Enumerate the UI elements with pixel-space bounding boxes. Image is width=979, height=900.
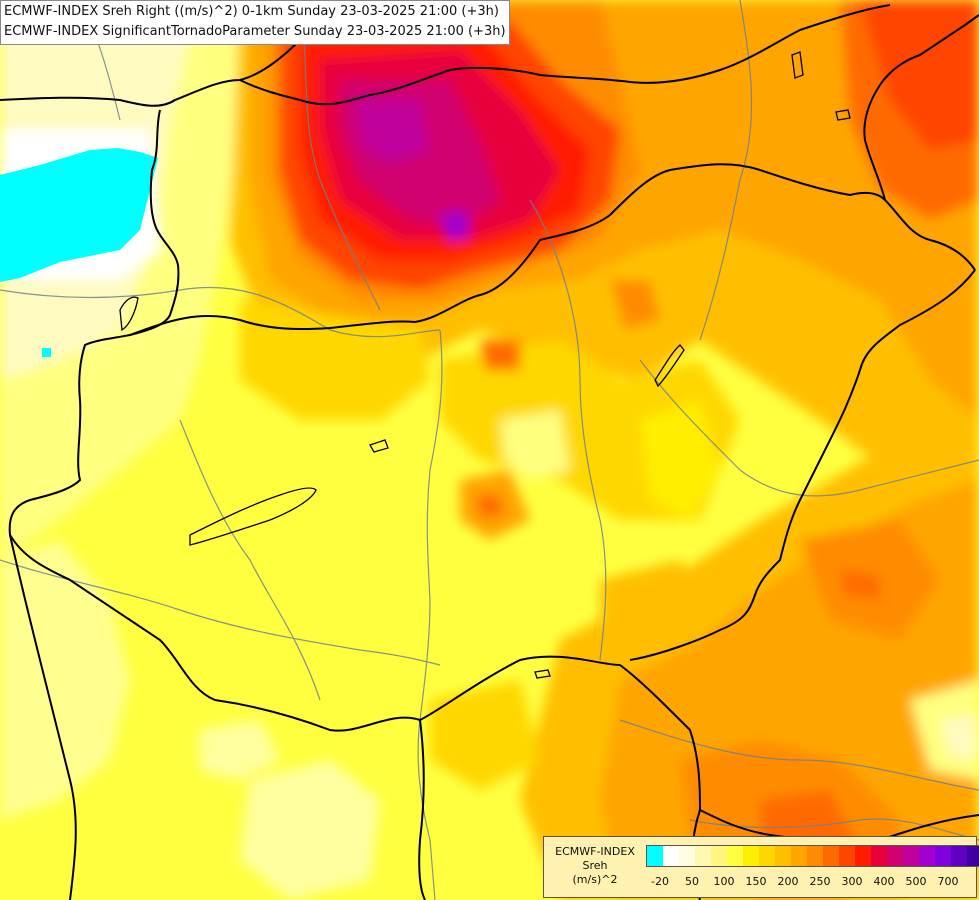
legend-swatch	[823, 846, 839, 866]
legend-labels: -20 50 100 150 200 250 300 400 500 700	[646, 875, 976, 891]
legend-title: ECMWF-INDEX Sreh (m/s)^2	[548, 845, 642, 887]
legend-swatch	[727, 846, 743, 866]
legend-label: 400	[873, 875, 895, 888]
lakes	[119, 51, 851, 679]
legend-swatch	[871, 846, 887, 866]
legend-swatch	[791, 846, 807, 866]
legend-title-model: ECMWF-INDEX	[555, 845, 635, 858]
legend-swatch	[679, 846, 695, 866]
cyan-speck	[42, 348, 51, 357]
title-sreh: ECMWF-INDEX Sreh Right ((m/s)^2) 0-1km S…	[4, 4, 499, 19]
legend-swatch	[647, 846, 663, 866]
legend-label: 100	[713, 875, 735, 888]
legend-swatch	[759, 846, 775, 866]
legend-label: 300	[841, 875, 863, 888]
color-legend: ECMWF-INDEX Sreh (m/s)^2 -20 50 100 150 200 2…	[543, 836, 979, 898]
cyan-negative-patch	[0, 148, 158, 282]
legend-swatch	[743, 846, 759, 866]
legend-title-param: Sreh	[582, 859, 608, 872]
legend-swatch	[903, 846, 919, 866]
legend-swatch	[695, 846, 711, 866]
legend-label: 150	[745, 875, 767, 888]
legend-label: -20	[651, 875, 669, 888]
legend-swatch	[807, 846, 823, 866]
legend-swatch	[967, 846, 979, 866]
legend-swatch	[951, 846, 967, 866]
legend-swatch	[919, 846, 935, 866]
legend-label: 50	[685, 875, 699, 888]
legend-swatch	[887, 846, 903, 866]
legend-label: 200	[777, 875, 799, 888]
legend-label: 500	[905, 875, 927, 888]
legend-title-unit: (m/s)^2	[572, 873, 618, 886]
legend-swatch	[935, 846, 951, 866]
legend-label: 250	[809, 875, 831, 888]
legend-color-bar	[646, 845, 979, 867]
legend-swatch	[855, 846, 871, 866]
legend-swatch	[711, 846, 727, 866]
legend-swatch	[775, 846, 791, 866]
title-stp: ECMWF-INDEX SignificantTornadoParameter …	[4, 24, 506, 39]
legend-swatch	[663, 846, 679, 866]
legend-swatch	[839, 846, 855, 866]
map-title-box: ECMWF-INDEX Sreh Right ((m/s)^2) 0-1km S…	[0, 0, 510, 45]
legend-label: 700	[937, 875, 959, 888]
